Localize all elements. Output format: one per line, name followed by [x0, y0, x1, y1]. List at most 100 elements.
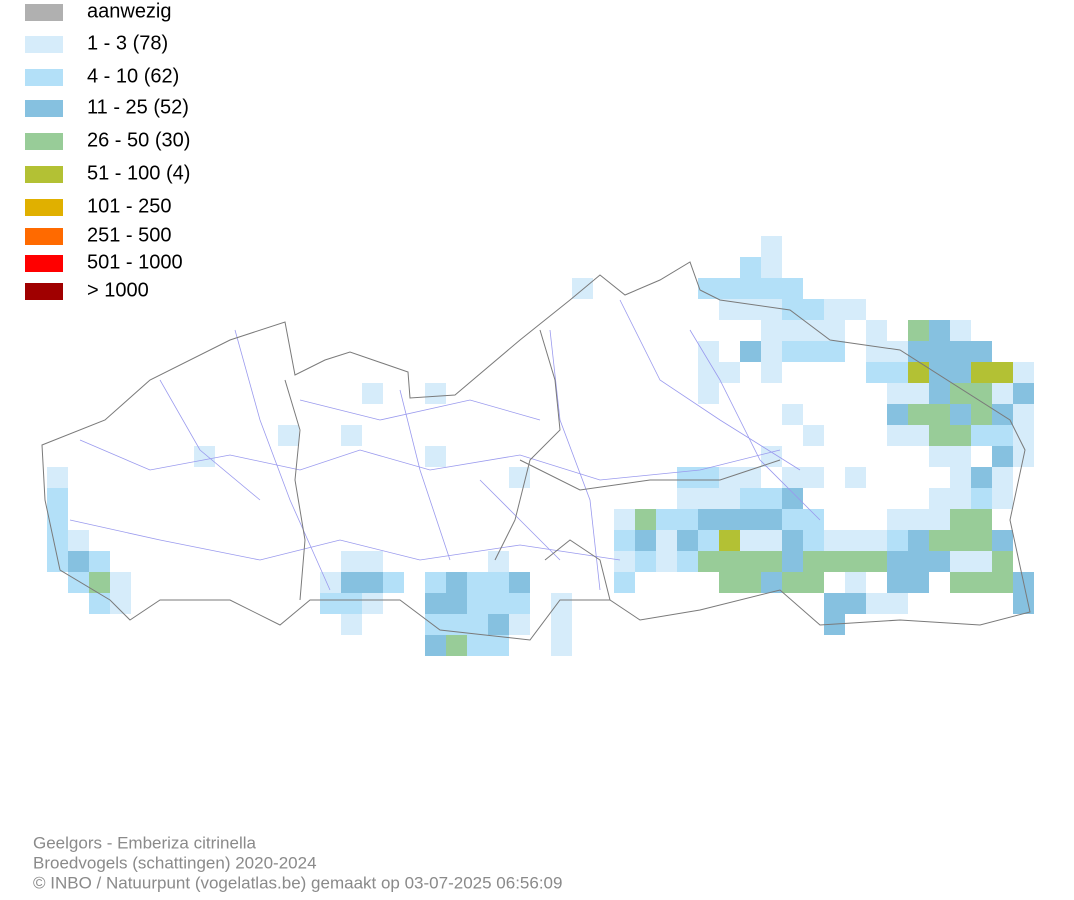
grid-cell — [467, 614, 488, 635]
grid-cell — [929, 530, 950, 551]
grid-cell — [887, 551, 908, 572]
grid-cell — [362, 593, 383, 614]
legend-label: 501 - 1000 — [87, 251, 183, 273]
grid-cell — [908, 320, 929, 341]
grid-cell — [677, 467, 698, 488]
grid-cell — [950, 425, 971, 446]
grid-cell — [782, 299, 803, 320]
grid-cell — [803, 299, 824, 320]
grid-cell — [677, 530, 698, 551]
grid-cell — [971, 383, 992, 404]
grid-cell — [656, 551, 677, 572]
grid-cell — [47, 530, 68, 551]
grid-cell — [446, 614, 467, 635]
grid-cell — [110, 593, 131, 614]
grid-cell — [782, 551, 803, 572]
grid-cell — [761, 572, 782, 593]
grid-cell — [698, 383, 719, 404]
grid-cell — [425, 635, 446, 656]
grid-cell — [845, 572, 866, 593]
grid-cell — [446, 572, 467, 593]
grid-cell — [992, 530, 1013, 551]
grid-cell — [908, 383, 929, 404]
grid-cell — [761, 320, 782, 341]
grid-cell — [614, 530, 635, 551]
grid-cell — [1013, 404, 1034, 425]
grid-cell — [425, 383, 446, 404]
borders — [41, 261, 1031, 641]
grid-cell — [425, 572, 446, 593]
grid-cell — [824, 320, 845, 341]
grid-cell — [698, 362, 719, 383]
grid-cell — [362, 383, 383, 404]
grid-cell — [950, 467, 971, 488]
grid-cell — [929, 488, 950, 509]
grid-cell — [992, 404, 1013, 425]
grid-cell — [950, 383, 971, 404]
grid-cell — [614, 551, 635, 572]
grid-cell — [1013, 383, 1034, 404]
grid-cell — [971, 467, 992, 488]
legend-label: > 1000 — [87, 279, 149, 301]
footer: Geelgors - Emberiza citrinellaBroedvogel… — [33, 833, 562, 892]
legend-swatch — [25, 255, 63, 272]
grid-cell — [950, 446, 971, 467]
grid-cell — [824, 530, 845, 551]
grid-cell — [971, 530, 992, 551]
grid-cell — [341, 593, 362, 614]
grid-cell — [824, 341, 845, 362]
grid-cell — [719, 278, 740, 299]
grid-cell — [320, 572, 341, 593]
grid-cell — [47, 551, 68, 572]
grid-cell — [950, 341, 971, 362]
grid-cell — [740, 488, 761, 509]
grid-cell — [950, 572, 971, 593]
grid-cell — [467, 593, 488, 614]
grid-cell — [950, 362, 971, 383]
grid-cell — [446, 593, 467, 614]
grid-cell — [341, 614, 362, 635]
grid-cell — [89, 572, 110, 593]
grid-cell — [845, 299, 866, 320]
grid-cell — [908, 425, 929, 446]
grid-cell — [761, 509, 782, 530]
grid-cell — [740, 572, 761, 593]
grid-cell — [761, 299, 782, 320]
grid-cell — [761, 362, 782, 383]
grid-cell — [803, 467, 824, 488]
grid-cell — [47, 488, 68, 509]
grid-cell — [971, 572, 992, 593]
grid-cell — [866, 341, 887, 362]
grid-cell — [803, 425, 824, 446]
grid-cell — [719, 572, 740, 593]
grid-cell — [341, 425, 362, 446]
grid-cell — [467, 572, 488, 593]
grid-cell — [929, 320, 950, 341]
grid-cell — [992, 572, 1013, 593]
grid-cell — [992, 425, 1013, 446]
grid-cell — [908, 572, 929, 593]
grid-cell — [635, 551, 656, 572]
grid-cell — [341, 572, 362, 593]
grid-cell — [992, 488, 1013, 509]
grid-cell — [761, 551, 782, 572]
grid-cell — [929, 509, 950, 530]
grid-cell — [509, 572, 530, 593]
grid-cell — [1013, 425, 1034, 446]
grid-cell — [866, 593, 887, 614]
grid-cell — [509, 467, 530, 488]
grid-cell — [761, 488, 782, 509]
grid-cell — [887, 530, 908, 551]
grid-cell — [278, 425, 299, 446]
grid-cell — [929, 551, 950, 572]
grid-cell — [425, 446, 446, 467]
legend-label: 251 - 500 — [87, 224, 172, 246]
province-borders — [284, 329, 781, 601]
grid-cell — [740, 509, 761, 530]
grid-cell — [698, 278, 719, 299]
grid-cell — [719, 362, 740, 383]
grid-cell — [761, 236, 782, 257]
grid-cell — [971, 509, 992, 530]
grid-cell — [719, 299, 740, 320]
grid-cell — [782, 572, 803, 593]
